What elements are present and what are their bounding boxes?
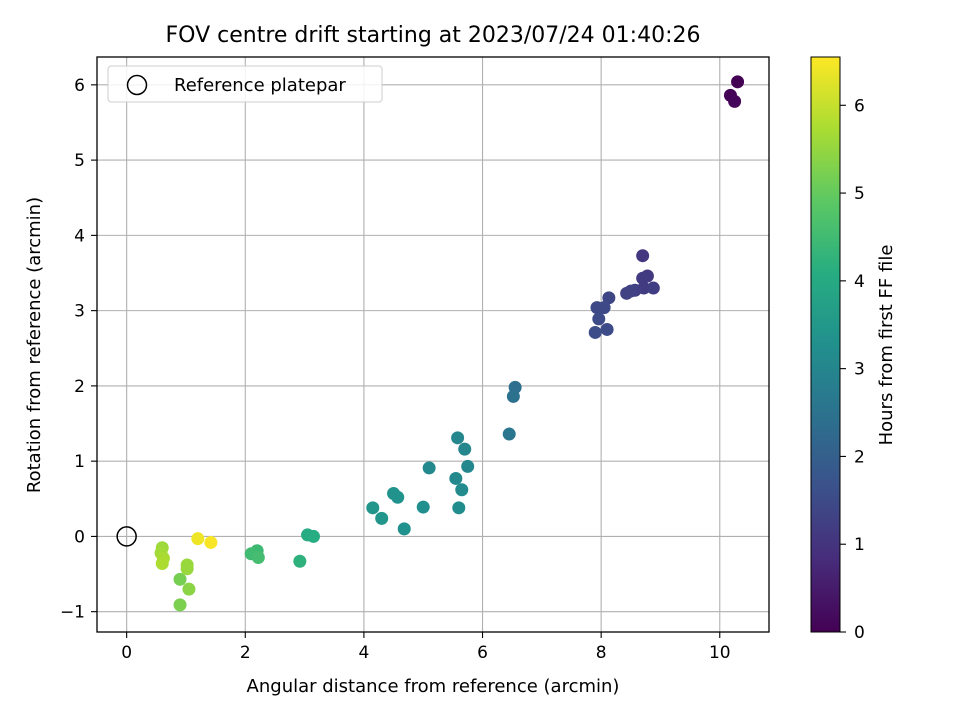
data-point: [306, 529, 320, 543]
x-tick-label: 4: [358, 643, 369, 663]
data-point: [204, 535, 218, 549]
data-point: [416, 500, 430, 514]
data-points: [154, 75, 745, 612]
data-point: [592, 312, 606, 326]
data-point: [293, 554, 307, 568]
data-point: [597, 301, 611, 315]
y-axis-ticks: −1 0 1 2 3 4 5 6: [60, 76, 97, 623]
x-axis-label: Angular distance from reference (arcmin): [247, 676, 620, 697]
y-tick-label: 6: [74, 76, 85, 96]
colorbar-tick-label: 6: [854, 96, 865, 116]
x-tick-label: 6: [477, 643, 488, 663]
data-point: [397, 522, 411, 536]
data-point: [251, 550, 265, 564]
colorbar-gradient: [810, 56, 841, 633]
data-point: [620, 286, 634, 300]
y-tick-label: 0: [74, 527, 85, 547]
legend-box: [107, 65, 383, 103]
x-tick-label: 0: [121, 643, 132, 663]
data-point: [458, 442, 472, 456]
data-point: [455, 483, 469, 497]
reference-point-marker: [116, 526, 137, 547]
y-tick-label: 1: [74, 452, 85, 472]
data-point: [600, 322, 614, 336]
data-point: [451, 431, 465, 445]
colorbar-tick-label: 1: [854, 535, 865, 555]
data-point: [646, 281, 660, 295]
colorbar-tick-label: 3: [854, 360, 865, 380]
data-point: [180, 562, 194, 576]
data-point: [588, 325, 602, 339]
colorbar-label: Hours from first FF file: [876, 245, 897, 446]
data-point: [422, 461, 436, 475]
data-point: [391, 490, 405, 504]
y-axis-label: Rotation from reference (arcmin): [24, 197, 45, 493]
legend: Reference platepar: [107, 65, 383, 103]
y-tick-label: −1: [60, 603, 85, 623]
data-point: [173, 598, 187, 612]
data-point: [602, 291, 616, 305]
colorbar: 0 1 2 3 4 5 6 Hours from first FF file: [810, 56, 897, 643]
data-point: [375, 511, 389, 525]
data-point: [728, 94, 742, 108]
x-tick-label: 2: [240, 643, 251, 663]
x-axis-ticks: 0 2 4 6 8 10: [121, 632, 731, 663]
colorbar-tick-label: 4: [854, 272, 865, 292]
legend-marker: [126, 74, 148, 96]
data-point: [636, 249, 650, 263]
colorbar-tick-label: 0: [854, 623, 865, 643]
legend-entry: Reference platepar: [174, 75, 346, 96]
data-point: [366, 501, 380, 515]
y-tick-label: 5: [74, 151, 85, 171]
y-tick-label: 2: [74, 377, 85, 397]
data-point: [461, 459, 475, 473]
data-point: [506, 389, 520, 403]
colorbar-ticks: 0 1 2 3 4 5 6: [840, 96, 865, 643]
y-tick-label: 4: [74, 226, 85, 246]
colorbar-tick-label: 2: [854, 447, 865, 467]
grid-lines: [97, 57, 769, 632]
data-point: [173, 572, 187, 586]
plot-frame: [96, 56, 770, 633]
data-point: [449, 471, 463, 485]
data-point: [182, 582, 196, 596]
data-point: [191, 532, 205, 546]
x-tick-label: 10: [709, 643, 731, 663]
data-point: [452, 501, 466, 515]
colorbar-tick-label: 5: [854, 184, 865, 204]
x-tick-label: 8: [596, 643, 607, 663]
data-point: [636, 271, 650, 285]
data-point: [731, 75, 745, 89]
chart-title: FOV centre drift starting at 2023/07/24 …: [166, 23, 701, 48]
data-point: [502, 427, 516, 441]
y-tick-label: 3: [74, 302, 85, 322]
data-point: [155, 557, 169, 571]
